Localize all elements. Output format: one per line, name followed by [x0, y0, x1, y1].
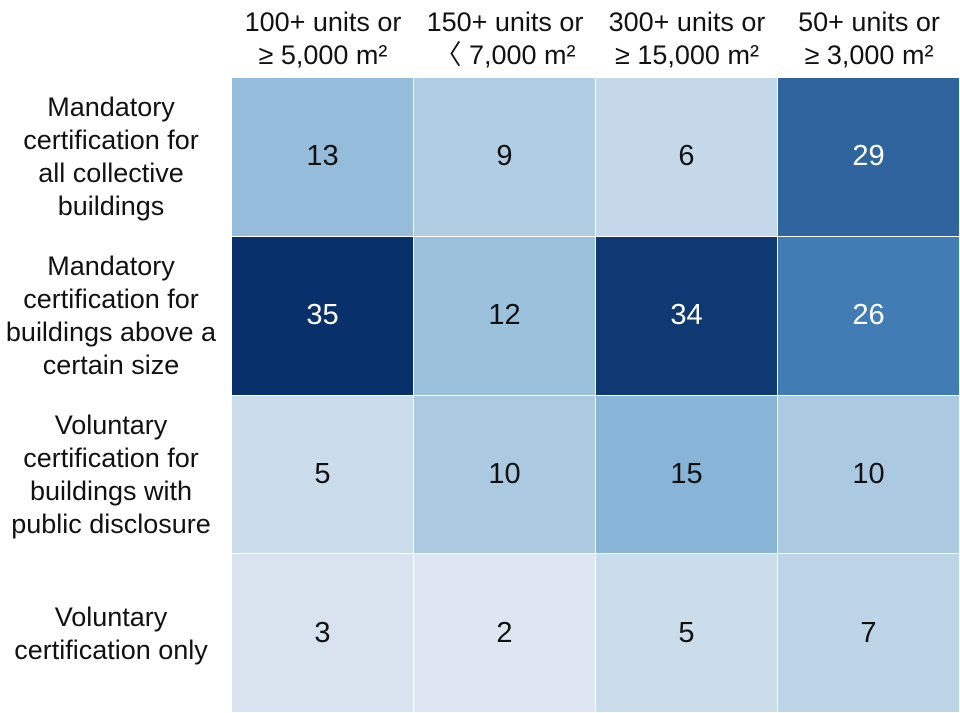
heatmap-cell: 5 — [232, 395, 413, 554]
heatmap-cell: 26 — [778, 236, 959, 395]
value-label: 10 — [488, 457, 521, 490]
heatmap-cell: 5 — [596, 554, 777, 712]
value-label: 2 — [496, 616, 513, 649]
y-tick-label: Mandatory certification for buildings ab… — [5, 251, 217, 381]
value-label: 13 — [306, 140, 339, 173]
value-label: 29 — [852, 140, 885, 173]
heatmap-cell: 15 — [596, 395, 777, 554]
value-label: 7 — [860, 616, 877, 649]
value-label: 12 — [488, 299, 521, 332]
value-label: 6 — [678, 140, 695, 173]
heatmap-cell: 9 — [414, 78, 595, 236]
value-label: 26 — [852, 299, 885, 332]
value-label: 34 — [670, 299, 703, 332]
x-tick-label: 100+ units or ≥ 5,000 m² — [244, 7, 402, 70]
heatmap-cell: 29 — [778, 78, 959, 236]
heatmap-cell: 13 — [232, 78, 413, 236]
heatmap-cell: 10 — [778, 395, 959, 554]
heatmap-cell: 3 — [232, 554, 413, 712]
x-tick-label: 50+ units or ≥ 3,000 m² — [798, 7, 940, 70]
x-tick-label: 150+ units or 〈 7,000 m² — [426, 7, 584, 70]
heatmap-cell: 10 — [414, 395, 595, 554]
value-label: 35 — [306, 299, 339, 332]
heatmap-cell: 12 — [414, 236, 595, 395]
value-label: 3 — [314, 616, 331, 649]
value-label: 15 — [670, 457, 703, 490]
value-label: 10 — [852, 457, 885, 490]
heatmap-cell: 2 — [414, 554, 595, 712]
y-tick-label: Mandatory certification for all collecti… — [23, 92, 199, 222]
value-label: 9 — [496, 140, 513, 173]
x-tick-label: 300+ units or ≥ 15,000 m² — [608, 7, 766, 70]
y-tick-label: Voluntary certification only — [14, 601, 208, 665]
heatmap-cell: 34 — [596, 236, 777, 395]
heatmap-cell: 35 — [232, 236, 413, 395]
heatmap-cell: 6 — [596, 78, 777, 236]
heatmap-cell: 7 — [778, 554, 959, 712]
value-label: 5 — [314, 457, 331, 490]
y-tick-label: Voluntary certification for buildings wi… — [11, 409, 211, 539]
value-label: 5 — [678, 616, 695, 649]
